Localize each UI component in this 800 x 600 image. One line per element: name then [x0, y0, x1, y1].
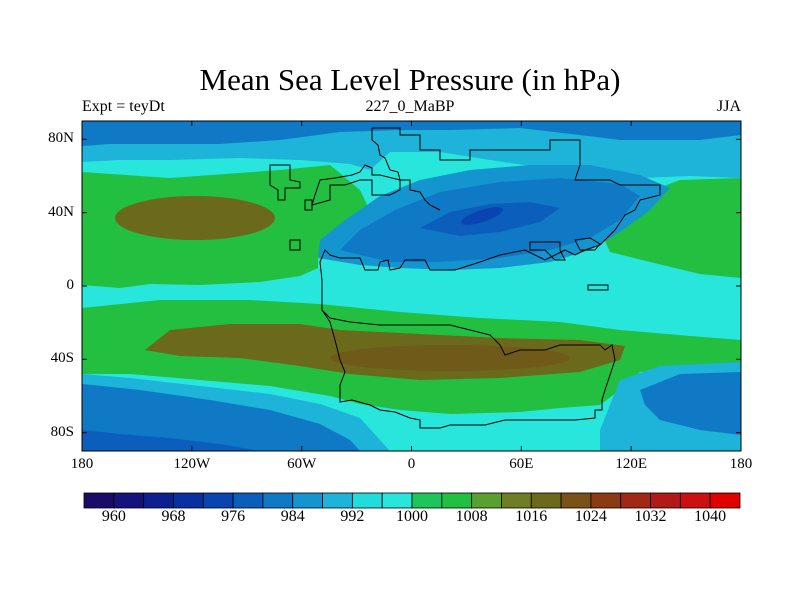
y-tick-label: 0: [66, 277, 75, 293]
colorbar-label: 1016: [515, 508, 548, 525]
time-label: 227_0_MaBP: [365, 98, 455, 115]
colorbar-swatch: [501, 492, 532, 509]
colorbar: [83, 492, 741, 509]
contour-fill-992-southern-ocean-east: [640, 372, 741, 435]
colorbar-label: 992: [340, 508, 365, 525]
colorbar-label: 1024: [574, 508, 607, 525]
chart-title: Mean Sea Level Pressure (in hPa): [199, 62, 621, 97]
colorbar-swatch: [471, 492, 502, 509]
x-tick-label: 180: [729, 456, 753, 472]
colorbar-swatch: [202, 492, 234, 509]
contour-fill-1020-south-core: [330, 345, 570, 371]
y-tick-label: 40S: [50, 350, 74, 367]
contour-fill-992-southern-ocean-west: [82, 384, 360, 451]
x-tick-label: 120E: [615, 456, 647, 472]
x-axis-ticks: [81, 121, 742, 451]
colorbar-label: 976: [221, 508, 246, 525]
coastline-inner-sea: [311, 164, 401, 206]
colorbar-swatch: [83, 492, 115, 509]
colorbar-label: 1008: [455, 508, 488, 525]
x-tick-label: 60W: [287, 456, 317, 472]
coastline: [319, 127, 661, 429]
colorbar-swatch: [113, 492, 145, 509]
colorbar-swatch: [262, 492, 294, 509]
coastline-west-islands: [269, 164, 313, 251]
colorbar-swatch: [292, 492, 323, 509]
colorbar-label: 1000: [396, 508, 428, 525]
colorbar-swatch: [322, 492, 353, 509]
colorbar-swatch: [620, 492, 651, 509]
y-tick-label: 80S: [50, 423, 74, 440]
colorbar-swatch: [709, 492, 741, 509]
y-axis-ticks: [82, 138, 741, 434]
x-tick-label: 120W: [173, 456, 211, 472]
y-tick-label: 80N: [48, 130, 74, 147]
colorbar-swatch: [351, 492, 383, 509]
x-tick-label: 0: [407, 456, 416, 472]
colorbar-swatch: [232, 492, 264, 509]
y-tick-label: 40N: [48, 203, 74, 220]
contour-fill-1016-north-high: [115, 196, 275, 240]
colorbar-swatch: [411, 492, 443, 509]
colorbar-swatch: [679, 492, 711, 509]
colorbar-swatch: [650, 492, 681, 509]
x-tick-label: 60E: [509, 456, 534, 472]
contour-fill-980-pangaea-core: [460, 207, 504, 225]
colorbar-label: 984: [280, 508, 305, 525]
colorbar-swatch: [173, 492, 204, 509]
colorbar-swatch: [441, 492, 473, 509]
colorbar-label: 960: [101, 508, 126, 525]
contour-fill-992-arctic: [82, 121, 741, 146]
coastline-east-islands: [529, 237, 609, 291]
season-label: JJA: [716, 98, 741, 115]
colorbar-swatch: [143, 492, 174, 509]
colorbar-swatch: [560, 492, 592, 509]
x-tick-label: 180: [70, 456, 94, 472]
colorbar-swatch: [381, 492, 413, 509]
contour-fill-988-southern-ocean-west: [82, 430, 260, 451]
colorbar-swatch: [530, 492, 562, 509]
colorbar-swatch: [590, 492, 622, 509]
coastline-north-edge: [371, 128, 441, 211]
experiment-label: Expt = teyDt: [82, 98, 165, 115]
colorbar-label: 968: [161, 508, 186, 525]
colorbar-label: 1032: [634, 508, 667, 525]
colorbar-label: 1040: [694, 508, 727, 525]
